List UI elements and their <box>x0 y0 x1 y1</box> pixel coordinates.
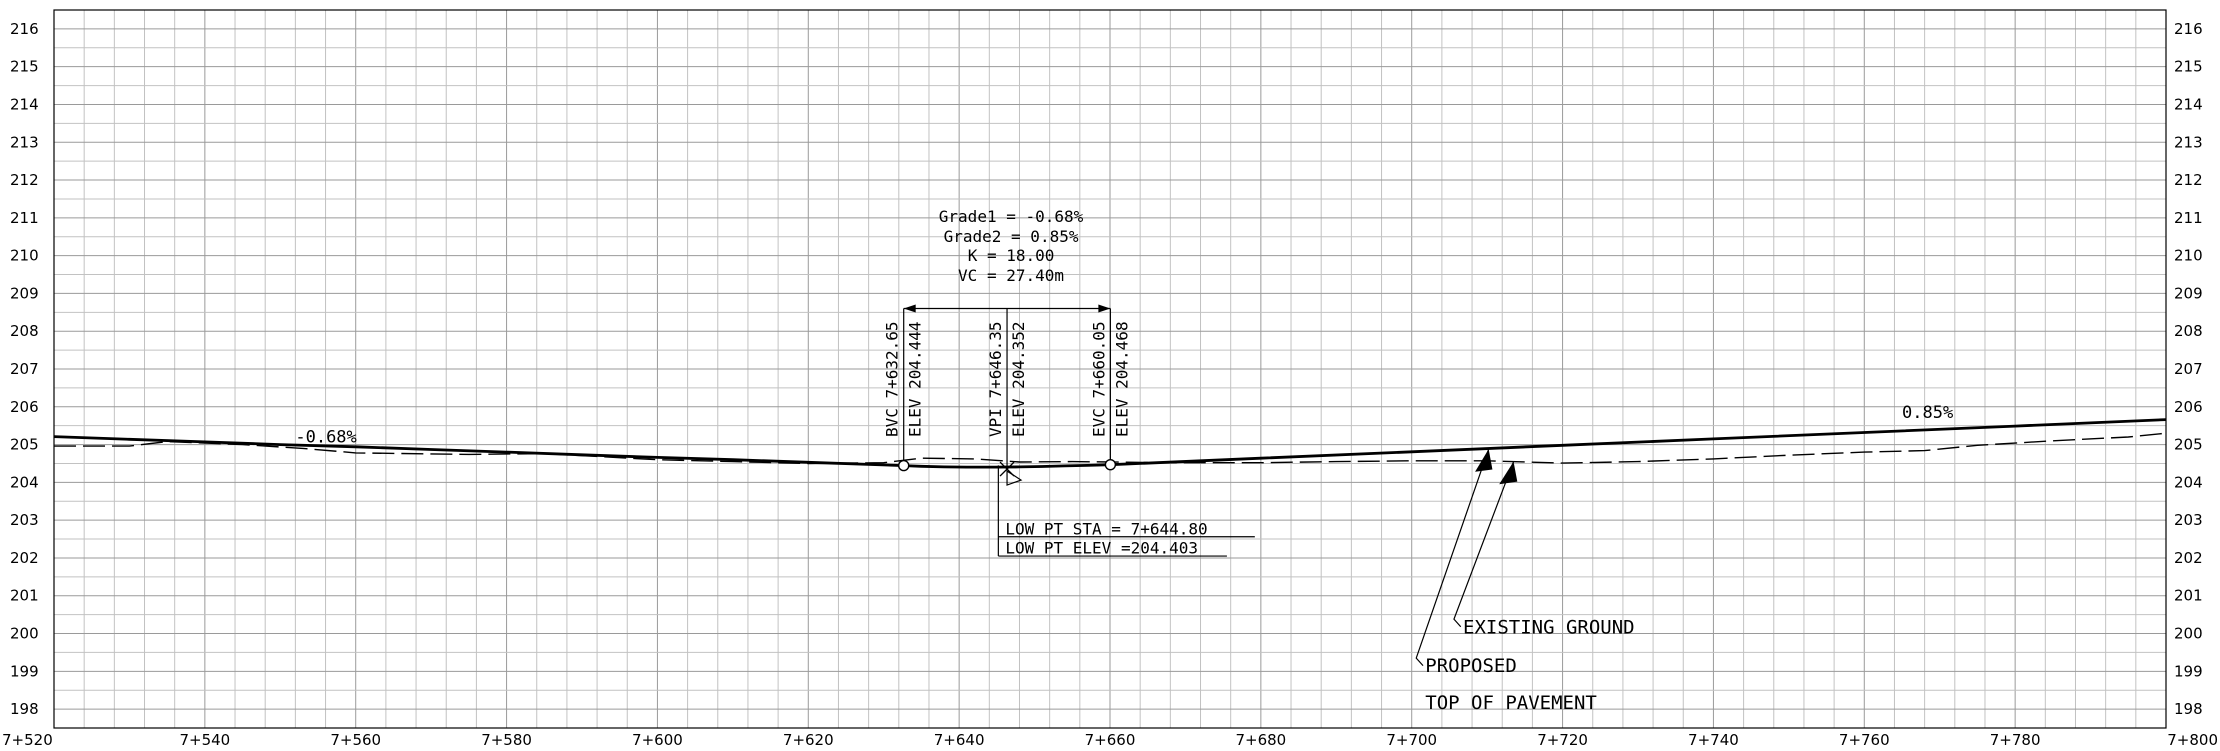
y-tick-label-left: 209 <box>10 284 39 302</box>
x-tick-label: 7+700 <box>1386 731 1437 749</box>
y-tick-label-right: 203 <box>2174 511 2203 529</box>
curve-data-line: Grade2 = 0.85% <box>944 227 1079 246</box>
curve-data-line: VC = 27.40m <box>958 266 1064 285</box>
proposed-label-line2: TOP OF PAVEMENT <box>1425 692 1597 714</box>
bvc-station-label: BVC 7+632.65 <box>883 321 902 437</box>
x-tick-label: 7+660 <box>1085 731 1136 749</box>
y-tick-label-right: 210 <box>2174 247 2203 265</box>
existing-ground-arrow <box>1499 461 1518 485</box>
y-tick-label-right: 202 <box>2174 549 2203 567</box>
y-tick-label-left: 214 <box>10 95 39 113</box>
curve-data-line: Grade1 = -0.68% <box>939 207 1084 226</box>
existing-ground-leader <box>1453 461 1515 628</box>
curve-data-line: K = 18.00 <box>968 246 1055 265</box>
x-tick-label: 7+620 <box>783 731 834 749</box>
y-tick-label-left: 204 <box>10 473 39 491</box>
y-tick-label-right: 206 <box>2174 398 2203 416</box>
y-tick-label-left: 201 <box>10 587 39 605</box>
y-tick-label-right: 213 <box>2174 133 2203 151</box>
x-tick-label: 7+560 <box>330 731 381 749</box>
existing-ground-line <box>54 432 2167 465</box>
curve-points: BVC 7+632.65 ELEV 204.444 VPI 7+646.35 ELEV… <box>883 308 1131 486</box>
y-tick-label-left: 211 <box>10 209 39 227</box>
proposed-profile-line <box>53 418 2167 469</box>
y-tick-label-left: 210 <box>10 247 39 265</box>
y-tick-label-right: 215 <box>2174 58 2203 76</box>
x-tick-label: 7+680 <box>1235 731 1286 749</box>
proposed-leader <box>1415 448 1490 667</box>
profile-lines <box>53 418 2167 469</box>
low-point-elevation: LOW PT ELEV =204.403 <box>1005 538 1198 557</box>
y-tick-label-left: 215 <box>10 58 39 76</box>
vpi-station-label: VPI 7+646.35 <box>986 321 1005 437</box>
proposed-arrow <box>1475 449 1493 472</box>
vc-arrow-right <box>1098 304 1111 313</box>
y-tick-label-right: 207 <box>2174 360 2203 378</box>
y-tick-label-right: 211 <box>2174 209 2203 227</box>
x-tick-label: 7+580 <box>481 731 532 749</box>
y-tick-label-right: 198 <box>2174 700 2203 718</box>
y-tick-label-left: 208 <box>10 322 39 340</box>
x-tick-label: 7+800 <box>2167 731 2218 749</box>
y-tick-label-left: 213 <box>10 133 39 151</box>
plot-frame <box>53 9 2167 729</box>
y-tick-label-right: 205 <box>2174 436 2203 454</box>
proposed-label-line1: PROPOSED <box>1425 655 1517 677</box>
vpi-flag <box>1006 469 1023 486</box>
y-tick-label-right: 208 <box>2174 322 2203 340</box>
x-tick-label: 7+540 <box>179 731 230 749</box>
y-tick-label-left: 202 <box>10 549 39 567</box>
x-tick-label: 7+760 <box>1839 731 1890 749</box>
vc-arrow-left <box>903 304 916 313</box>
y-tick-label-right: 204 <box>2174 473 2203 491</box>
vpi-elev-label: ELEV 204.352 <box>1009 321 1028 437</box>
y-tick-label-left: 199 <box>10 662 39 680</box>
y-tick-label-right: 199 <box>2174 662 2203 680</box>
y-tick-label-right: 214 <box>2174 95 2203 113</box>
y-tick-label-left: 205 <box>10 436 39 454</box>
evc-station-label: EVC 7+660.05 <box>1089 321 1108 437</box>
grade-right-label: 0.85% <box>1902 403 1953 423</box>
bvc-marker <box>898 459 910 472</box>
y-tick-label-right: 209 <box>2174 284 2203 302</box>
evc-marker <box>1104 458 1117 471</box>
y-tick-label-left: 206 <box>10 398 39 416</box>
y-tick-label-right: 200 <box>2174 625 2203 643</box>
x-tick-label: 7+520 <box>2 731 53 749</box>
y-tick-label-right: 201 <box>2174 587 2203 605</box>
x-tick-label: 7+740 <box>1688 731 1739 749</box>
x-tick-label: 7+640 <box>934 731 985 749</box>
y-tick-label-left: 216 <box>10 20 39 38</box>
low-point-station: LOW PT STA = 7+644.80 <box>1005 520 1207 539</box>
axis-ticks: 198 198 199 199 200 200 201 201 202 202 203 203 204 2… <box>2 20 2218 749</box>
evc-elev-label: ELEV 204.468 <box>1112 321 1131 437</box>
y-tick-label-left: 198 <box>10 700 39 718</box>
x-tick-label: 7+780 <box>1990 731 2041 749</box>
y-tick-label-left: 200 <box>10 625 39 643</box>
y-tick-label-right: 212 <box>2174 171 2203 189</box>
grade-left-label: -0.68% <box>295 428 356 448</box>
y-tick-label-left: 207 <box>10 360 39 378</box>
existing-ground-label: EXISTING GROUND <box>1463 617 1635 639</box>
grid <box>53 9 2167 729</box>
y-tick-label-left: 212 <box>10 171 39 189</box>
y-tick-label-left: 203 <box>10 511 39 529</box>
x-tick-label: 7+720 <box>1537 731 1588 749</box>
y-tick-label-right: 216 <box>2174 20 2203 38</box>
bvc-elev-label: ELEV 204.444 <box>906 321 925 437</box>
x-tick-label: 7+600 <box>632 731 683 749</box>
annotations: Grade1 = -0.68%Grade2 = 0.85%K = 18.00VC… <box>295 207 1953 714</box>
